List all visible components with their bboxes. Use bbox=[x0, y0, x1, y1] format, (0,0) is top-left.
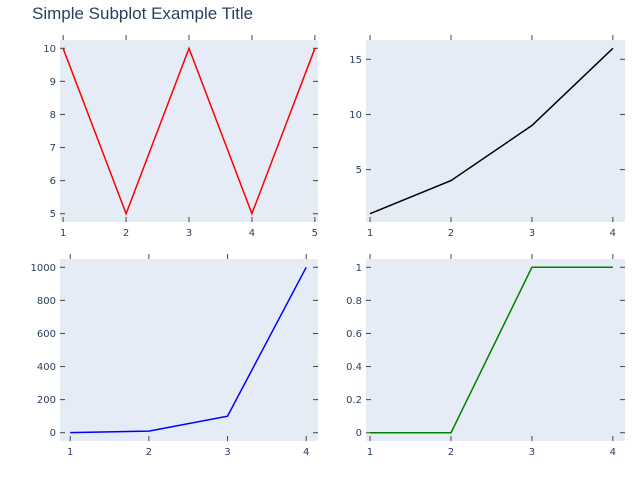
y-tick-label: 0 bbox=[356, 428, 362, 439]
y-tick-label: 10 bbox=[349, 110, 362, 121]
x-tick-label: 4 bbox=[249, 228, 255, 239]
y-tick-label: 5 bbox=[356, 165, 362, 176]
y-tick-label: 0 bbox=[50, 428, 56, 439]
x-tick-label: 3 bbox=[224, 447, 230, 458]
x-tick-label: 2 bbox=[146, 447, 152, 458]
subplot-4: 1 2 3 4 0 0.2 0.4 0.6 0.8 1 bbox=[346, 254, 625, 458]
y-tick-label: 10 bbox=[43, 44, 56, 55]
y-tick-label: 1000 bbox=[31, 263, 56, 274]
y-tick-label: 5 bbox=[50, 209, 56, 220]
subplot-2: 1 2 3 4 5 10 15 bbox=[349, 35, 625, 239]
y-tick-label: 15 bbox=[349, 55, 362, 66]
series-line bbox=[370, 266, 613, 434]
x-tick-label: 1 bbox=[60, 228, 66, 239]
y-tick-label: 6 bbox=[50, 176, 56, 187]
y-tick-label: 200 bbox=[37, 395, 56, 406]
series-line bbox=[70, 266, 307, 434]
x-tick-label: 3 bbox=[186, 228, 192, 239]
x-tick-label: 2 bbox=[448, 228, 454, 239]
subplot-1: 1 2 3 4 5 5 6 7 8 9 10 bbox=[43, 35, 318, 239]
x-tick-label: 2 bbox=[123, 228, 129, 239]
y-tick-label: 8 bbox=[50, 110, 56, 121]
subplot-3: 1 2 3 4 0 200 400 600 800 1000 bbox=[31, 254, 318, 458]
x-tick-label: 1 bbox=[367, 228, 373, 239]
x-tick-label: 4 bbox=[303, 447, 309, 458]
y-tick-label: 7 bbox=[50, 143, 56, 154]
x-tick-label: 1 bbox=[367, 447, 373, 458]
y-tick-label: 0.6 bbox=[346, 329, 362, 340]
plot-area bbox=[366, 259, 625, 441]
plot-area bbox=[60, 259, 318, 441]
x-tick-label: 3 bbox=[529, 228, 535, 239]
chart-title: Simple Subplot Example Title bbox=[32, 4, 254, 23]
y-tick-label: 0.4 bbox=[346, 362, 362, 373]
y-tick-label: 800 bbox=[37, 296, 56, 307]
x-tick-label: 3 bbox=[529, 447, 535, 458]
x-tick-label: 4 bbox=[610, 228, 616, 239]
x-tick-label: 5 bbox=[312, 228, 318, 239]
y-tick-label: 1 bbox=[356, 263, 362, 274]
x-tick-label: 1 bbox=[67, 447, 73, 458]
series-line bbox=[62, 46, 316, 216]
y-tick-label: 0.8 bbox=[346, 296, 362, 307]
x-tick-label: 4 bbox=[610, 447, 616, 458]
x-tick-label: 2 bbox=[448, 447, 454, 458]
plot-area bbox=[60, 40, 318, 222]
y-tick-label: 600 bbox=[37, 329, 56, 340]
plot-area bbox=[366, 40, 625, 222]
y-tick-label: 9 bbox=[50, 77, 56, 88]
y-tick-label: 0.2 bbox=[346, 395, 362, 406]
series-line bbox=[369, 47, 614, 215]
y-tick-label: 400 bbox=[37, 362, 56, 373]
